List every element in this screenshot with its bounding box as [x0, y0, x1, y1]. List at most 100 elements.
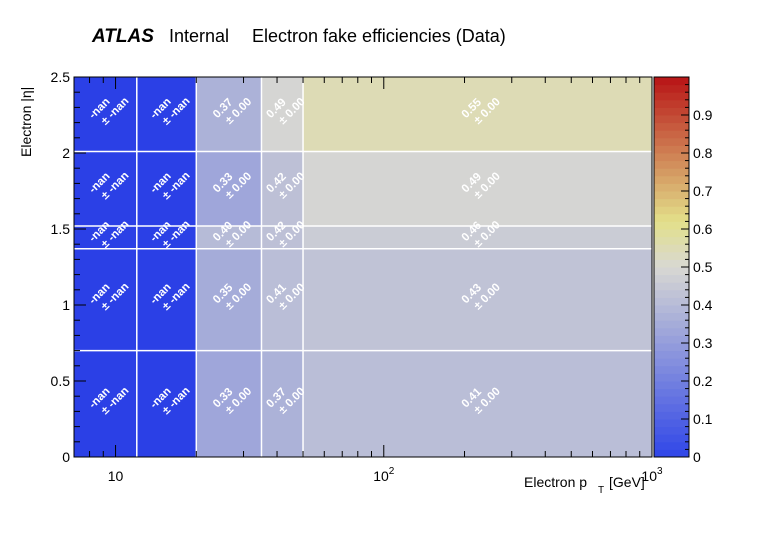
z-tick-label: 0.4 — [693, 297, 713, 313]
heatmap-cell — [136, 248, 197, 351]
palette-band — [654, 373, 689, 382]
palette-band — [654, 449, 689, 458]
palette-band — [654, 229, 689, 238]
palette-band — [654, 168, 689, 177]
heatmap-cell — [74, 350, 137, 457]
palette-band — [654, 145, 689, 154]
palette-band — [654, 99, 689, 108]
heatmap-cell — [136, 350, 197, 457]
palette-band — [654, 236, 689, 245]
palette-band — [654, 335, 689, 344]
palette-band — [654, 244, 689, 253]
heatmap-cell — [196, 77, 262, 152]
z-tick-label: 0.1 — [693, 411, 713, 427]
palette-band — [654, 305, 689, 314]
heatmap-cell — [196, 225, 262, 249]
color-palette — [653, 76, 690, 458]
heatmap-cell — [74, 151, 137, 226]
palette-band — [654, 350, 689, 359]
palette-band — [654, 84, 689, 93]
heatmap-cell — [261, 225, 304, 249]
x-tick-exponent: 3 — [657, 466, 663, 477]
z-tick-label: 0 — [693, 449, 701, 465]
palette-band — [654, 137, 689, 146]
palette-band — [654, 343, 689, 352]
chart-title: Electron fake efficiencies (Data) — [252, 26, 506, 46]
z-tick-label: 0.6 — [693, 221, 713, 237]
heatmap-cell — [261, 248, 304, 351]
y-tick-label: 2.5 — [51, 69, 71, 85]
heatmap-cell — [74, 248, 137, 351]
heatmap-cells — [74, 77, 652, 457]
heatmap-cell — [303, 248, 652, 351]
palette-band — [654, 434, 689, 443]
y-tick-label: 0 — [62, 449, 70, 465]
z-tick-label: 0.8 — [693, 145, 713, 161]
plot-frame — [73, 76, 653, 458]
atlas-label: ATLAS — [91, 26, 154, 47]
z-tick-label: 0.7 — [693, 183, 713, 199]
palette-band — [654, 388, 689, 397]
palette-band — [654, 122, 689, 131]
heatmap-cell — [136, 151, 197, 226]
x-tick-label: 10 — [108, 468, 124, 484]
heatmap-cell — [261, 151, 304, 226]
heatmap-cell — [261, 77, 304, 152]
y-tick-label: 2 — [62, 145, 70, 161]
palette-band — [654, 92, 689, 101]
palette-band — [654, 381, 689, 390]
palette-band — [654, 206, 689, 215]
palette-band — [654, 419, 689, 428]
palette-band — [654, 320, 689, 329]
palette-band — [654, 198, 689, 207]
z-tick-label: 0.9 — [693, 107, 713, 123]
palette-band — [654, 107, 689, 116]
palette-band — [654, 251, 689, 260]
x-axis-label-unit: [GeV] — [609, 474, 645, 490]
heatmap-cell — [303, 350, 652, 457]
heatmap-cell — [196, 248, 262, 351]
heatmap-cell — [74, 77, 137, 152]
y-axis-label: Electron |η| — [18, 87, 34, 157]
palette-band — [654, 282, 689, 291]
color-palette-axis: 0 0.1 0.2 0.3 0.4 0.5 0.6 0.7 0.8 0.9 — [681, 76, 713, 465]
z-tick-label: 0.5 — [693, 259, 713, 275]
heatmap-cell — [261, 350, 304, 457]
heatmap-cell — [136, 225, 197, 249]
heatmap-cell — [303, 225, 652, 249]
y-tick-label: 1 — [62, 297, 70, 313]
palette-band — [654, 289, 689, 298]
x-axis-label-main: Electron p — [524, 474, 587, 490]
palette-band — [654, 274, 689, 283]
palette-band — [654, 327, 689, 336]
heatmap-cell — [136, 77, 197, 152]
x-tick-label: 102 — [373, 466, 395, 484]
palette-band — [654, 411, 689, 420]
grid-lines — [74, 77, 652, 457]
palette-band — [654, 153, 689, 162]
palette-band — [654, 175, 689, 184]
palette-band — [654, 221, 689, 230]
heatmap-cell — [74, 225, 137, 249]
heatmap-cell — [196, 350, 262, 457]
palette-band — [654, 267, 689, 276]
palette-band — [654, 130, 689, 139]
palette-band — [654, 358, 689, 367]
palette-band — [654, 312, 689, 321]
heatmap-cell — [303, 151, 652, 226]
palette-band — [654, 365, 689, 374]
palette-band — [654, 441, 689, 450]
heatmap-cell — [196, 151, 262, 226]
y-tick-label: 1.5 — [51, 221, 71, 237]
palette-band — [654, 396, 689, 405]
y-tick-label: 0.5 — [51, 373, 71, 389]
palette-band — [654, 403, 689, 412]
x-tick-exponent: 2 — [389, 466, 395, 477]
palette-band — [654, 259, 689, 268]
palette-band — [654, 297, 689, 306]
palette-band — [654, 77, 689, 86]
palette-band — [654, 183, 689, 192]
z-tick-label: 0.2 — [693, 373, 713, 389]
